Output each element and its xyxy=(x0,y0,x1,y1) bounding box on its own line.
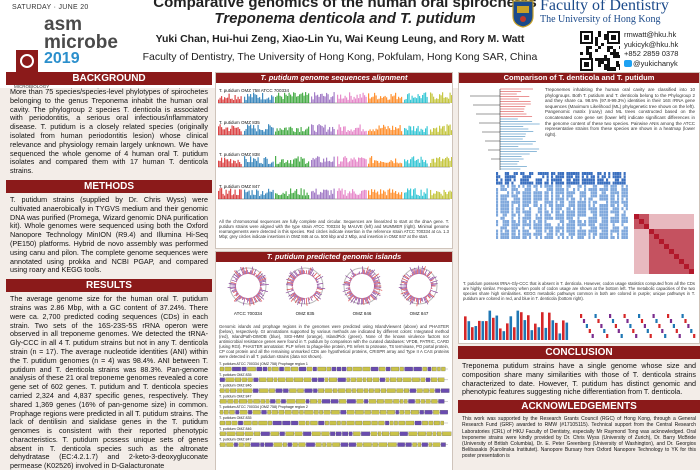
prophage-track-label: T. putidum ATCC 700334 (OMZ 758) Prophag… xyxy=(219,362,308,366)
island-ring xyxy=(286,267,324,305)
alignment-track-label: T. putidum OMZ 847 xyxy=(219,184,260,189)
prophage-track-label: T. putidum OMZ 847 xyxy=(219,438,252,442)
right-column: Comparison of T. denticola and T. putidu… xyxy=(458,72,700,463)
contact-phone: +852 2859 0378 xyxy=(624,49,679,58)
methods-heading: METHODS xyxy=(6,179,212,193)
asm-wordmark: asm xyxy=(44,14,83,35)
contact-info: rmwatt@hku.hk yukicyk@hku.hk +852 2859 0… xyxy=(624,30,700,68)
prophage-track-label: T. putidum ATCC 700334 (OMZ 758) Prophag… xyxy=(219,405,308,409)
alignment-heading: T. putidum genome sequences alignment xyxy=(216,73,452,83)
alignment-caption: All the chromosomal sequences are fully … xyxy=(219,219,449,239)
contact-email-1[interactable]: rmwatt@hku.hk xyxy=(624,30,677,39)
conclusion-heading: CONCLUSION xyxy=(458,346,700,359)
affiliation: Faculty of Dentistry, The University of … xyxy=(142,51,538,63)
alignment-panel: T. putidum genome sequences alignment T.… xyxy=(215,72,460,249)
alignment-track-label: T. putidum OMZ 838 xyxy=(219,152,260,157)
pangenome-matrix-figure xyxy=(460,170,698,278)
comparison-heading: Comparison of T. denticola and T. putidu… xyxy=(459,73,699,83)
middle-column: T. putidum genome sequences alignment T.… xyxy=(215,72,460,470)
metabolic-comparison-figure xyxy=(464,310,696,340)
islands-panel: T. putidum predicted genomic islands ATC… xyxy=(215,251,453,470)
prophage-track-label: T. putidum OMZ 846 xyxy=(219,427,252,431)
contact-twitter[interactable]: @yukichanyk xyxy=(633,58,678,68)
twitter-icon xyxy=(624,59,632,67)
prophage-track-label: T. putidum OMZ 847 xyxy=(219,394,252,398)
phylogenetic-tree-figure xyxy=(470,88,540,172)
hku-crest-icon xyxy=(512,0,534,28)
results-heading: RESULTS xyxy=(6,279,212,293)
university-name: The University of Hong Kong xyxy=(540,14,661,25)
alignment-track-label: T. putidum OMZ 835 xyxy=(219,120,260,125)
prophage-track-label: T. putidum OMZ 835 xyxy=(219,373,252,377)
comparison-panel: Comparison of T. denticola and T. putidu… xyxy=(458,72,700,344)
island-circle-label: OMZ 835 xyxy=(296,311,315,316)
comparison-caption: T. putidum possess tRNA-Gly-CCC that is … xyxy=(463,281,695,301)
island-circle-label: OMZ 846 xyxy=(353,311,372,316)
author-list: Yuki Chan, Hui-hui Zeng, Xiao-Lin Yu, Wa… xyxy=(155,33,525,45)
comparison-tree-text: Treponemes inhabiting the human oral cav… xyxy=(545,87,695,137)
alignment-track-label: T. putidum OMZ 758 ATCC 700334 xyxy=(219,88,289,93)
prophage-map-figure: T. putidum ATCC 700334 (OMZ 758) Prophag… xyxy=(219,362,452,447)
island-circle-label: ATCC 700334 xyxy=(234,311,263,316)
island-ring xyxy=(400,267,438,305)
background-text: More than 75 species/species-level phylo… xyxy=(10,87,208,176)
microbe-wordmark: microbe xyxy=(44,32,118,53)
islands-heading: T. putidum predicted genomic islands xyxy=(216,252,452,262)
acknowledgements-heading: ACKNOWLEDGEMENTS xyxy=(458,400,700,414)
qr-code-icon[interactable] xyxy=(580,31,620,71)
methods-text: T. putidum strains (supplied by Dr. Chri… xyxy=(10,194,208,275)
genomic-island-circles-figure: ATCC 700334 OMZ 835 OMZ 846 OMZ 847 xyxy=(227,265,438,316)
results-text: The average genome size for the human or… xyxy=(10,294,208,470)
left-column: BACKGROUND More than 75 species/species-… xyxy=(6,72,212,470)
faculty-name: Faculty of Dentistry xyxy=(540,0,669,14)
asm-date: SATURDAY · JUNE 20 xyxy=(12,4,89,11)
prophage-track-label: T. putidum OMZ 846 xyxy=(219,384,252,388)
poster-header: SATURDAY · JUNE 20 asm microbe 2019 AMER… xyxy=(0,0,700,89)
poster-subtitle: Treponema denticola and T. putidum xyxy=(214,10,476,27)
asm-year: 2019 xyxy=(44,50,80,67)
islands-caption: Genomic islands and prophage regions in … xyxy=(219,324,449,359)
poster-title: Comparative genomics of the human oral s… xyxy=(153,0,537,11)
acknowledgements-text: This work was supported by the Research … xyxy=(462,416,696,460)
conclusion-text: Treponema putidum strains have a single … xyxy=(462,361,696,397)
prophage-track-label: T. putidum OMZ 835 xyxy=(219,416,252,420)
asm-microbe-logo: SATURDAY · JUNE 20 asm microbe 2019 AMER… xyxy=(6,4,118,89)
asm-emblem-icon xyxy=(16,50,38,72)
background-heading: BACKGROUND xyxy=(6,72,212,85)
island-ring xyxy=(229,267,267,305)
mauve-alignment-figure: T. putidum OMZ 758 ATCC 700334 T. putidum… xyxy=(218,88,460,200)
island-circle-label: OMZ 847 xyxy=(410,311,429,316)
contact-email-2[interactable]: yukicyk@hku.hk xyxy=(624,39,679,49)
